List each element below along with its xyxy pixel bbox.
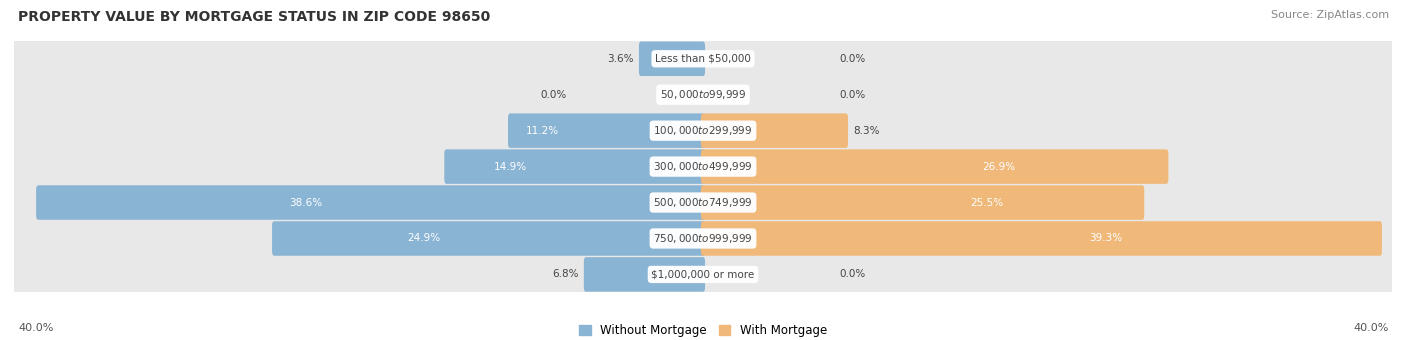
Text: 0.0%: 0.0% bbox=[839, 269, 865, 279]
Text: 40.0%: 40.0% bbox=[18, 323, 53, 333]
FancyBboxPatch shape bbox=[13, 218, 1393, 259]
FancyBboxPatch shape bbox=[13, 74, 1393, 116]
Text: 26.9%: 26.9% bbox=[983, 162, 1015, 172]
Text: 6.8%: 6.8% bbox=[553, 269, 579, 279]
FancyBboxPatch shape bbox=[444, 149, 704, 184]
FancyBboxPatch shape bbox=[13, 38, 1393, 80]
Text: 3.6%: 3.6% bbox=[607, 54, 634, 64]
FancyBboxPatch shape bbox=[37, 185, 704, 220]
FancyBboxPatch shape bbox=[13, 146, 1393, 187]
Text: Less than $50,000: Less than $50,000 bbox=[655, 54, 751, 64]
Text: PROPERTY VALUE BY MORTGAGE STATUS IN ZIP CODE 98650: PROPERTY VALUE BY MORTGAGE STATUS IN ZIP… bbox=[18, 10, 491, 24]
Text: 0.0%: 0.0% bbox=[839, 90, 865, 100]
FancyBboxPatch shape bbox=[13, 182, 1393, 223]
FancyBboxPatch shape bbox=[583, 257, 704, 292]
FancyBboxPatch shape bbox=[702, 149, 1168, 184]
FancyBboxPatch shape bbox=[702, 185, 1144, 220]
FancyBboxPatch shape bbox=[508, 114, 704, 148]
FancyBboxPatch shape bbox=[273, 221, 704, 256]
Text: $1,000,000 or more: $1,000,000 or more bbox=[651, 269, 755, 279]
Text: 40.0%: 40.0% bbox=[1354, 323, 1389, 333]
Text: Source: ZipAtlas.com: Source: ZipAtlas.com bbox=[1271, 10, 1389, 20]
Text: 24.9%: 24.9% bbox=[408, 234, 440, 243]
Text: $300,000 to $499,999: $300,000 to $499,999 bbox=[654, 160, 752, 173]
Legend: Without Mortgage, With Mortgage: Without Mortgage, With Mortgage bbox=[574, 319, 832, 340]
FancyBboxPatch shape bbox=[702, 221, 1382, 256]
Text: 38.6%: 38.6% bbox=[290, 198, 322, 207]
FancyBboxPatch shape bbox=[13, 254, 1393, 295]
Text: $100,000 to $299,999: $100,000 to $299,999 bbox=[654, 124, 752, 137]
Text: 8.3%: 8.3% bbox=[853, 126, 879, 136]
Text: 0.0%: 0.0% bbox=[839, 54, 865, 64]
Text: 11.2%: 11.2% bbox=[526, 126, 558, 136]
Text: $500,000 to $749,999: $500,000 to $749,999 bbox=[654, 196, 752, 209]
Text: 25.5%: 25.5% bbox=[970, 198, 1004, 207]
FancyBboxPatch shape bbox=[638, 41, 704, 76]
Text: 14.9%: 14.9% bbox=[494, 162, 527, 172]
Text: 39.3%: 39.3% bbox=[1090, 234, 1122, 243]
Text: $750,000 to $999,999: $750,000 to $999,999 bbox=[654, 232, 752, 245]
Text: 0.0%: 0.0% bbox=[541, 90, 567, 100]
FancyBboxPatch shape bbox=[702, 114, 848, 148]
FancyBboxPatch shape bbox=[13, 110, 1393, 152]
Text: $50,000 to $99,999: $50,000 to $99,999 bbox=[659, 88, 747, 101]
